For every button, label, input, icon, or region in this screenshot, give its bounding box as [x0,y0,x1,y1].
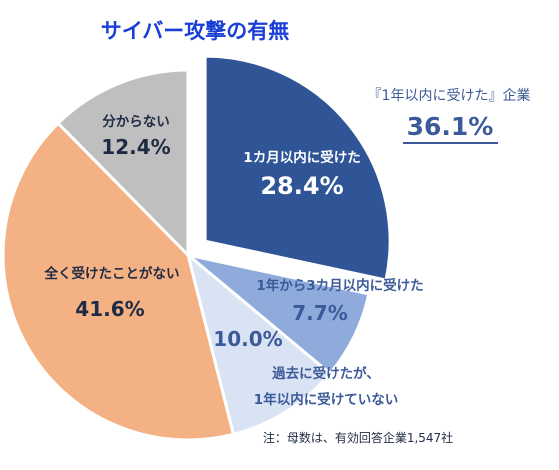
slice-label-past-line: 過去に受けたが、 [271,365,380,382]
callout-value: 36.1% [407,112,494,141]
slice-label-unknown: 分からない [102,114,170,130]
slice-value-unknown: 12.4% [101,135,170,159]
slice-1month [203,54,392,282]
slice-label-1year-3month: 1年から3カ月以内に受けた [256,277,423,294]
callout-label: 『1年以内に受けた』企業 [368,87,531,104]
slice-label-past: 過去に受けたが、 1年以内に受けていない [254,365,398,408]
slice-label-never: 全く受けたことがない [44,265,180,282]
slice-never [1,121,236,442]
slice-value-never: 41.6% [75,297,144,321]
footnote: 注：母数は、有効回答企業1,547社 [263,430,453,445]
slice-value-past: 10.0% [213,327,282,351]
slice-unknown [55,68,190,259]
slice-value-1month: 28.4% [260,172,343,200]
slice-value-1year-3month: 7.7% [292,301,347,325]
slice-label-1month: 1カ月以内に受けた [243,149,360,166]
slice-label-past-line: 1年以内に受けていない [254,391,398,408]
pie-slices [1,54,392,442]
chart-title: サイバー攻撃の有無 [101,19,290,43]
